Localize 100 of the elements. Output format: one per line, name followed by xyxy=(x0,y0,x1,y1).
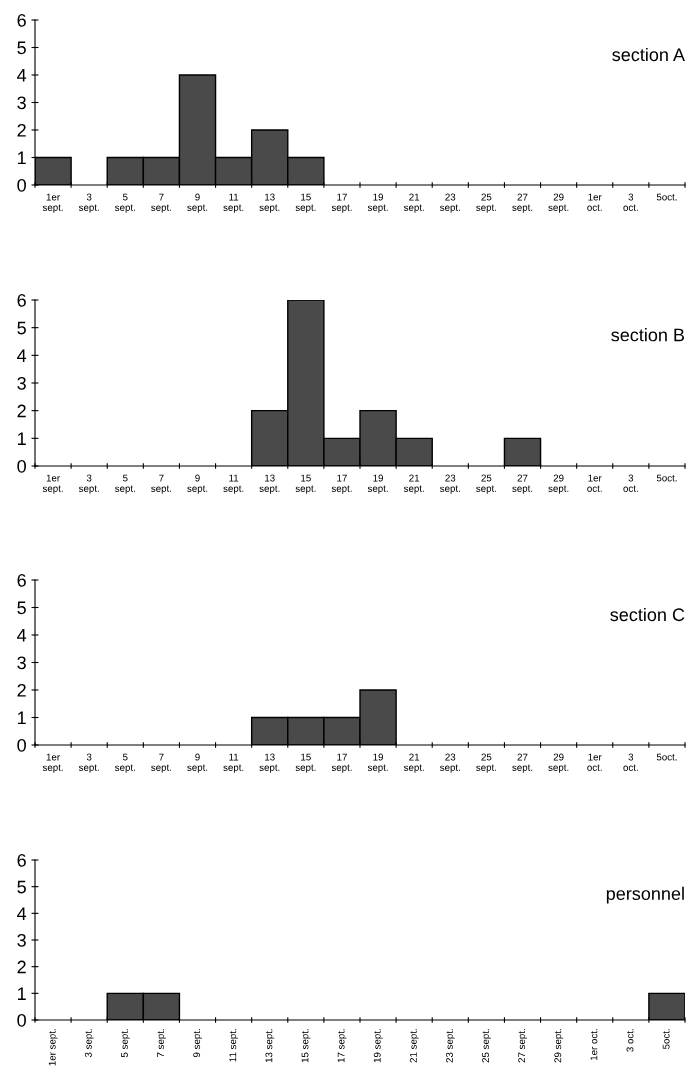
x-tick-label: 1er sept. xyxy=(48,1029,58,1066)
x-tick-label: 17 sept. xyxy=(337,1029,347,1063)
x-tick-label: 17 sept. xyxy=(331,753,352,773)
x-tick-label: 11 sept. xyxy=(229,1029,239,1062)
x-tick-label: 5oct. xyxy=(662,1029,670,1050)
x-tick-label: 25 sept. xyxy=(476,193,497,213)
x-tick-label: 9 sept. xyxy=(187,474,208,494)
y-tick-label: 1 xyxy=(18,432,26,445)
x-tick-label: 21 sept. xyxy=(403,193,424,213)
x-tick-label: 11 sept. xyxy=(223,753,244,773)
x-tick-label: 17 sept. xyxy=(331,193,352,213)
y-tick-label: 3 xyxy=(17,376,26,390)
x-tick-label: 19 sept. xyxy=(373,1029,383,1063)
x-tick-label: 15 sept. xyxy=(295,753,316,773)
x-tick-label: 17 sept. xyxy=(331,474,352,494)
x-tick-label: 5oct. xyxy=(656,474,677,482)
x-tick-label: 3 sept. xyxy=(78,193,99,213)
y-tick-label: 2 xyxy=(17,960,26,974)
x-tick-label: 3 sept. xyxy=(78,474,99,494)
x-tick-label: 15 sept. xyxy=(295,193,316,213)
x-tick-label: 9 sept. xyxy=(187,193,208,213)
x-tick-label: 1er oct. xyxy=(590,1029,598,1061)
x-tick-label: 27 sept. xyxy=(512,193,533,213)
y-tick-label: 1 xyxy=(18,711,26,725)
x-tick-label: 25 sept. xyxy=(476,474,497,494)
x-tick-label: 5oct. xyxy=(656,753,677,761)
x-tick-label: 1er oct. xyxy=(587,474,602,492)
x-tick-label: 21 sept. xyxy=(409,1029,419,1063)
y-tick-label: 2 xyxy=(17,404,26,418)
y-tick-label: 3 xyxy=(17,933,26,947)
y-tick-label: 5 xyxy=(17,321,26,335)
x-tick-label: 7 sept. xyxy=(157,1029,166,1058)
x-tick-label: 3 oct. xyxy=(623,753,638,771)
y-tick-label: 2 xyxy=(17,123,26,137)
x-tick-label: 19 sept. xyxy=(367,193,388,213)
y-tick-label: 6 xyxy=(17,573,26,587)
x-tick-label: 3 sept. xyxy=(84,1029,94,1058)
y-tick-label: 2 xyxy=(17,683,26,697)
x-tick-label: 5oct. xyxy=(656,193,677,201)
y-tick-label: 0 xyxy=(17,178,26,192)
x-tick-label: 9 sept. xyxy=(187,753,208,773)
x-tick-label: 7 sept. xyxy=(151,753,172,773)
x-tick-label: 23 sept. xyxy=(440,474,460,494)
y-tick-label: 0 xyxy=(17,1013,26,1027)
y-tick-label: 3 xyxy=(17,96,26,110)
x-tick-label: 15 sept. xyxy=(301,1029,311,1063)
y-tick-label: 4 xyxy=(17,907,27,920)
x-tick-label: 1er sept. xyxy=(42,193,63,213)
x-tick-label: 23 sept. xyxy=(440,193,460,213)
y-tick-label: 6 xyxy=(17,13,26,27)
y-tick-label: 0 xyxy=(17,459,26,473)
x-tick-label: 3 oct. xyxy=(626,1029,634,1052)
x-tick-label: 23 sept. xyxy=(440,753,460,773)
x-tick-label: 29 sept. xyxy=(554,1029,564,1063)
x-tick-label: 29 sept. xyxy=(548,753,569,773)
x-tick-label: 5 sept. xyxy=(115,193,135,213)
x-tick-label: 21 sept. xyxy=(403,753,424,773)
text: personnel xyxy=(606,886,684,904)
x-tick-label: 1er oct. xyxy=(587,193,602,211)
x-tick-label: 11 sept. xyxy=(223,193,244,213)
x-tick-label: 29 sept. xyxy=(548,474,569,494)
x-tick-label: 3 sept. xyxy=(78,753,99,773)
x-tick-label: 19 sept. xyxy=(367,474,388,494)
x-tick-label: 21 sept. xyxy=(403,474,424,494)
x-tick-label: 5 sept. xyxy=(115,474,135,494)
x-tick-label: 13 sept. xyxy=(259,193,280,213)
x-tick-label: 13 sept. xyxy=(265,1029,275,1063)
y-tick-label: 0 xyxy=(17,738,26,752)
x-tick-label: 3 oct. xyxy=(623,193,638,211)
y-tick-label: 1 xyxy=(18,987,26,1000)
y-tick-label: 5 xyxy=(17,880,26,894)
x-tick-label: 13 sept. xyxy=(259,753,280,773)
y-tick-label: 6 xyxy=(17,853,26,867)
x-tick-label: 1er oct. xyxy=(587,753,602,771)
x-tick-label: 19 sept. xyxy=(367,753,388,773)
x-tick-label: 7 sept. xyxy=(151,474,172,494)
x-tick-label: 7 sept. xyxy=(151,193,172,213)
x-tick-label: 11 sept. xyxy=(223,474,244,494)
x-tick-label: 9 sept. xyxy=(193,1029,203,1058)
y-tick-label: 5 xyxy=(17,601,26,615)
x-tick-label: 15 sept. xyxy=(295,474,316,494)
y-tick-label: 5 xyxy=(17,41,26,55)
y-tick-label: 4 xyxy=(17,349,27,362)
y-tick-label: 4 xyxy=(17,69,27,82)
x-tick-label: 25 sept. xyxy=(476,753,497,773)
y-tick-label: 3 xyxy=(17,656,26,670)
x-tick-label: 1er sept. xyxy=(42,753,63,773)
text: section A xyxy=(612,47,685,62)
x-tick-label: 1er sept. xyxy=(42,474,63,494)
x-tick-label: 27 sept. xyxy=(512,474,533,494)
x-tick-label: 27 sept. xyxy=(512,753,533,773)
y-tick-label: 1 xyxy=(18,151,26,165)
x-tick-label: 13 sept. xyxy=(259,474,280,494)
y-tick-label: 4 xyxy=(17,629,27,642)
y-tick-label: 6 xyxy=(17,293,26,307)
x-tick-label: 5 sept. xyxy=(121,1029,130,1058)
x-tick-label: 29 sept. xyxy=(548,193,569,213)
x-tick-label: 3 oct. xyxy=(623,474,638,492)
x-tick-label: 25 sept. xyxy=(482,1029,491,1063)
text: section C xyxy=(610,607,685,622)
